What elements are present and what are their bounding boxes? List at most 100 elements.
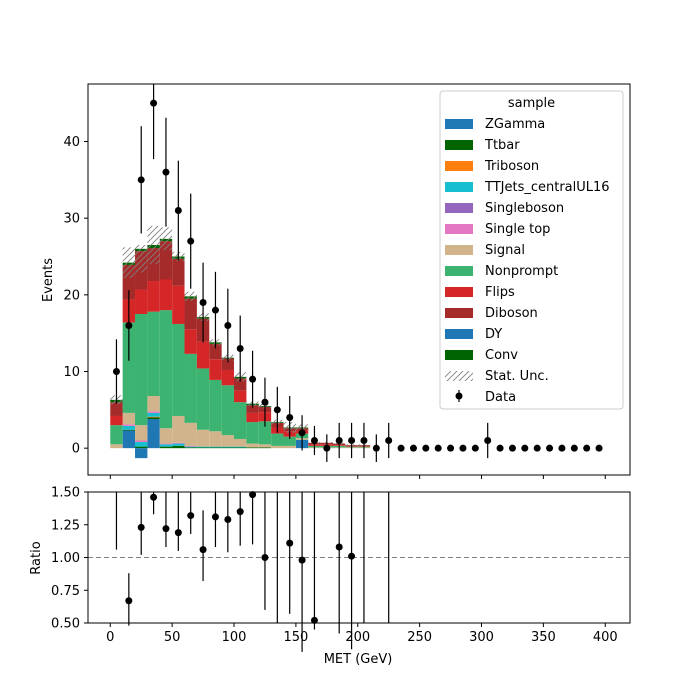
bar-segment [110,415,123,426]
bar-segment [271,445,284,449]
y-tick-label: 0 [72,442,80,457]
legend-swatch [445,266,473,276]
legend-label: Flips [485,285,515,300]
bar-segment [122,424,136,426]
data-point [150,99,158,107]
data-point [546,444,554,452]
ratio-point [298,556,306,564]
bar-segment [221,358,235,370]
data-point [595,444,603,452]
legend-label: Nonprompt [485,264,558,279]
data-point [199,299,207,306]
bar-segment [135,446,148,449]
legend-label: Ttbar [484,138,520,153]
bar-segment [110,444,123,449]
legend-swatch [445,161,473,171]
data-point [360,437,368,444]
legend-label: Conv [485,348,518,363]
legend-swatch [445,350,473,360]
bar-segment [184,353,197,423]
ratio-panel: 0.50 0.75 1.00 1.25 1.50 0 50 100 150 200 250 300 35… [51,486,631,652]
x-tick-label: 400 [593,630,618,645]
legend-swatch [445,224,473,234]
bar-segment [196,341,210,369]
data-point [125,322,133,329]
bar-segment [196,429,210,447]
legend-label: Singleboson [485,201,564,216]
bar-segment [184,329,197,354]
data-point [521,444,529,452]
y-tick-label: 30 [63,212,80,227]
bar-segment [147,311,160,397]
bar-segment [184,298,197,330]
y-tick-label: 10 [63,365,80,380]
data-point [187,237,195,245]
bar-segment [172,285,185,324]
legend-swatch [445,329,473,339]
bar-segment [172,442,185,444]
bar-segment [172,415,185,443]
ratio-point [249,491,257,499]
data-point [447,444,455,452]
bar-segment [209,431,222,447]
bar-segment [122,322,136,413]
bar-segment [196,446,210,448]
y-tick-label: 40 [63,135,80,150]
bar-segment [209,379,222,432]
data-point [236,345,244,352]
data-point [137,176,145,184]
bar-segment [234,446,247,448]
data-point [261,398,269,406]
data-point [484,437,492,444]
data-point [174,207,182,214]
bar-segment [258,421,272,445]
bar-segment [221,446,235,448]
legend: sample ZGamma Ttbar Triboson TTJets_centralU… [439,90,624,410]
data-point [533,444,541,452]
ratio-point [224,516,232,524]
data-point [211,306,219,314]
data-point [162,168,170,176]
x-tick-label: 50 [164,630,181,645]
legend-label: TTJets_centralUL16 [484,180,610,195]
stat-unc-band [147,225,160,265]
bar-segment [221,385,235,436]
data-point [286,414,294,421]
legend-swatch [445,203,473,213]
legend-label: Single top [485,222,550,237]
legend-swatch [445,182,473,192]
x-tick-label: 100 [222,630,247,645]
bar-segment [159,443,173,445]
data-point [434,444,442,452]
ratio-point [236,508,244,516]
bar-segment [122,430,136,449]
legend-label: Triboson [484,159,539,174]
bar-segment [135,448,148,459]
bar-segment [147,281,160,312]
x-tick-label: 300 [469,630,494,645]
ratio-point [261,554,269,561]
x-tick-label: 150 [283,630,308,645]
bar-segment [122,425,136,430]
bar-segment [221,447,235,449]
ratio-y-tick-label: 0.50 [51,617,80,632]
data-point [422,444,430,452]
data-point [558,444,566,452]
y-axis-label-ratio: Ratio [29,541,44,574]
ratio-point [211,513,219,521]
bar-segment [209,343,222,360]
legend-swatch [445,119,473,129]
x-axis-label: MET (GeV) [324,652,393,667]
data-point [471,444,479,452]
bar-segment [209,447,222,449]
legend-swatch [445,287,473,297]
ratio-y-tick-label: 1.00 [51,551,80,566]
ratio-point [335,543,343,551]
bar-segment [110,402,123,416]
bar-segment [234,390,247,403]
legend-label: Data [485,390,516,405]
data-point [298,429,306,437]
data-point [335,437,343,444]
ratio-y-tick-label: 0.75 [51,584,80,599]
